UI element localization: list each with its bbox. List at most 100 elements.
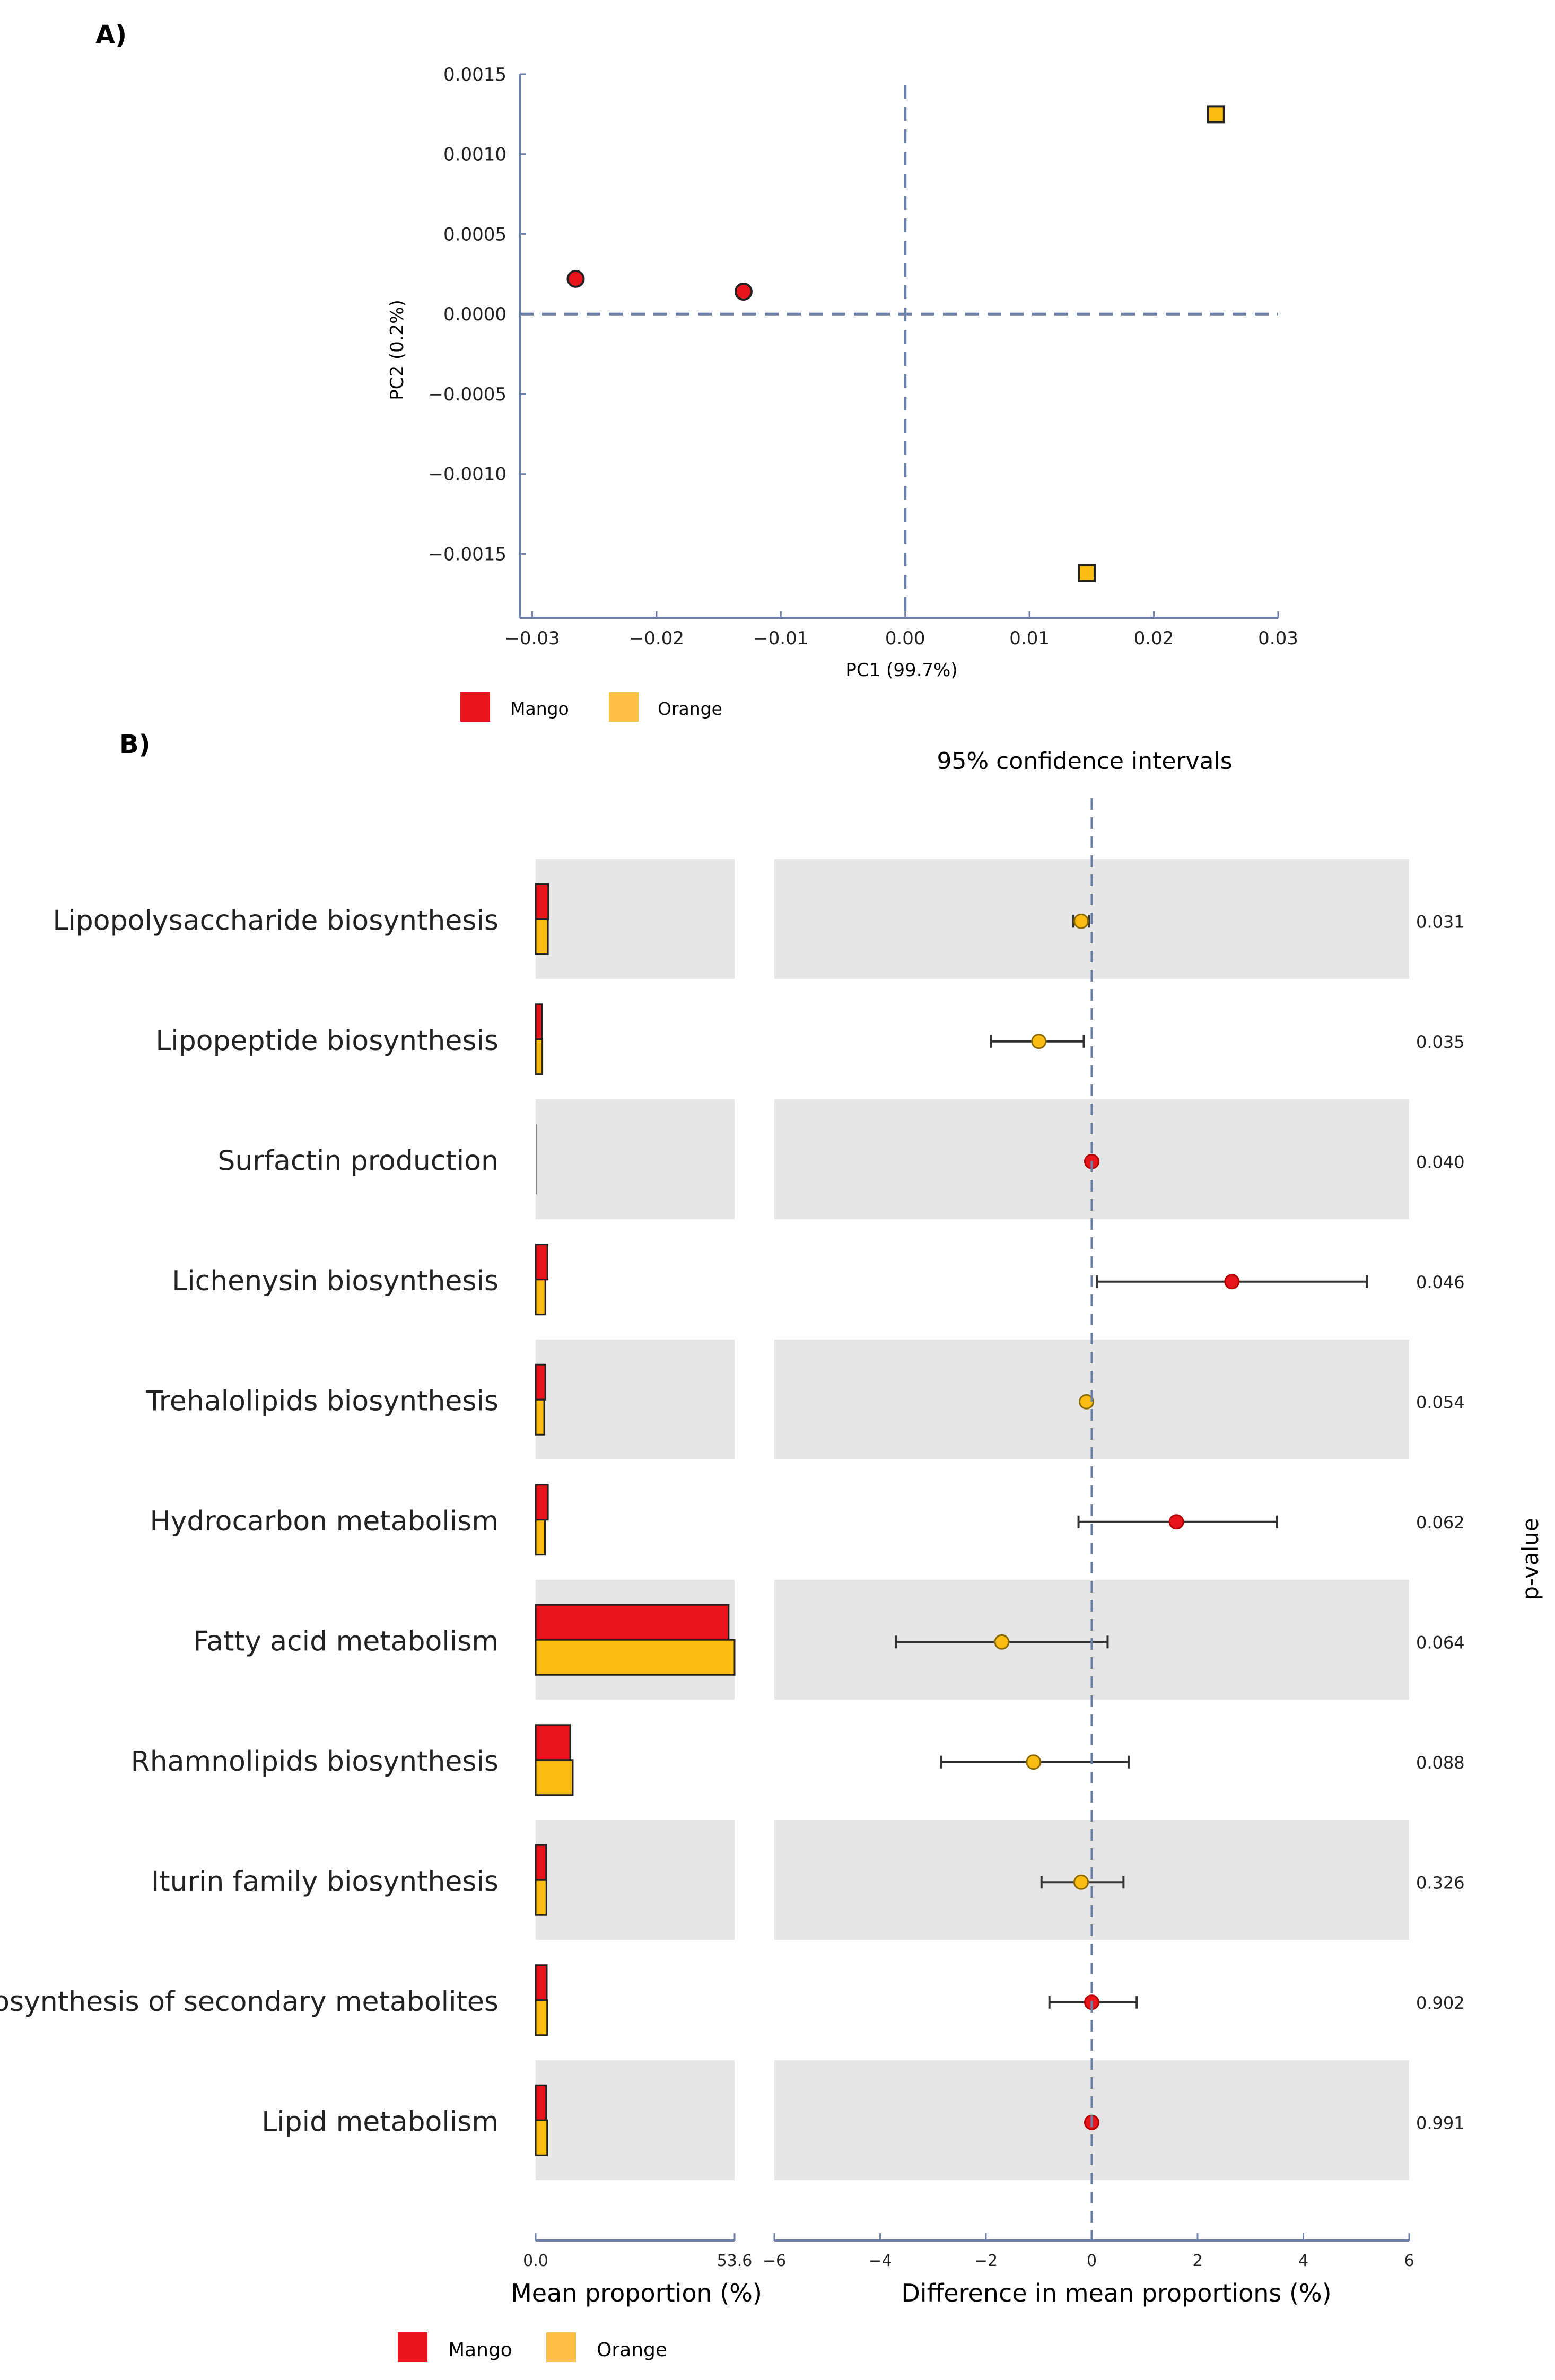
p-value-label: 0.064 bbox=[1416, 1632, 1465, 1652]
category-label: Lipid metabolism bbox=[261, 2106, 499, 2138]
diff-x-tick-label: 0 bbox=[1087, 2252, 1097, 2270]
p-value-label: 0.040 bbox=[1416, 1152, 1465, 1172]
pca-point-orange bbox=[1077, 564, 1096, 582]
bar-x-tick-label: 0.0 bbox=[523, 2252, 548, 2270]
p-value-label: 0.902 bbox=[1416, 1993, 1465, 2013]
pca-x-tick-label: 0.01 bbox=[1009, 628, 1050, 649]
difference-plot bbox=[895, 798, 1368, 2241]
difference-point bbox=[1168, 1514, 1184, 1530]
pca-x-tick-label: 0.00 bbox=[885, 628, 925, 649]
bar-orange bbox=[535, 1398, 545, 1436]
diff-x-tick-label: −4 bbox=[868, 2252, 892, 2270]
p-values: 0.031 0.035 0.040 0.046 0.054 0.062 0.064 0.088… bbox=[1416, 912, 1465, 2133]
category-label: Trehalolipids biosynthesis bbox=[146, 1385, 499, 1417]
pca-y-tick-label: −0.0010 bbox=[429, 464, 506, 485]
panel-b: B) 95% confidence intervals Lipopolysacc… bbox=[0, 730, 1543, 2362]
bar-mango bbox=[536, 1124, 537, 1160]
bar-orange bbox=[535, 1279, 546, 1316]
p-value-axis-label: p-value bbox=[1517, 1518, 1543, 1600]
pca-y-axis-label: PC2 (0.2%) bbox=[387, 300, 408, 400]
p-value-label: 0.054 bbox=[1416, 1392, 1465, 1412]
difference-point bbox=[1073, 913, 1089, 929]
bar-mango bbox=[535, 1964, 548, 2001]
diff-x-tick-label: 4 bbox=[1298, 2252, 1308, 2270]
bar-x-axis-label: Mean proportion (%) bbox=[511, 2279, 762, 2307]
p-value-label: 0.031 bbox=[1416, 912, 1465, 932]
mean-proportion-bars bbox=[535, 883, 736, 2156]
pca-x-tick-label: −0.03 bbox=[504, 628, 560, 649]
bar-orange bbox=[535, 2119, 548, 2156]
p-value-label: 0.991 bbox=[1416, 2113, 1465, 2133]
difference-point bbox=[1079, 1394, 1095, 1410]
bar-orange bbox=[535, 1759, 574, 1796]
bar-row-band bbox=[536, 2060, 735, 2180]
b-legend-orange-swatch bbox=[546, 2332, 576, 2362]
pca-y-tick-label: 0.0005 bbox=[443, 224, 506, 245]
bar-mango bbox=[535, 1724, 571, 1761]
bar-orange bbox=[535, 1639, 736, 1676]
panel-a: A) −0.03 −0.02 −0.01 0.00 0.01 0.02 0.03 0.0015… bbox=[95, 20, 1298, 722]
bar-row-band bbox=[536, 1820, 735, 1940]
bar-mango bbox=[535, 1844, 547, 1881]
p-value-label: 0.062 bbox=[1416, 1512, 1465, 1533]
category-label: Surfactin production bbox=[217, 1145, 499, 1177]
b-legend-mango-label: Mango bbox=[448, 2339, 512, 2361]
difference-point bbox=[1026, 1754, 1042, 1770]
pca-point-mango bbox=[734, 283, 753, 301]
pca-y-tick-label: −0.0015 bbox=[429, 544, 506, 565]
diff-x-tick-label: −6 bbox=[763, 2252, 786, 2270]
panel-b-label: B) bbox=[119, 730, 151, 759]
category-label: Rhamnolipids biosynthesis bbox=[131, 1746, 499, 1778]
bar-row-band bbox=[536, 1340, 735, 1459]
bar-mango bbox=[535, 1363, 546, 1401]
category-label: Hydrocarbon metabolism bbox=[150, 1506, 499, 1537]
bar-mango bbox=[535, 2084, 547, 2121]
category-label: Lipopeptide biosynthesis bbox=[155, 1025, 499, 1057]
pca-y-tick-label: 0.0015 bbox=[443, 64, 506, 85]
diff-x-tick-label: −2 bbox=[974, 2252, 998, 2270]
category-labels: Lipopolysaccharide biosynthesis Lipopepti… bbox=[0, 905, 499, 2138]
category-label: Fatty acid metabolism bbox=[193, 1625, 499, 1657]
bar-orange bbox=[536, 1159, 537, 1195]
bar-orange bbox=[535, 918, 549, 955]
difference-point bbox=[1073, 1874, 1089, 1890]
pca-x-tick-label: −0.01 bbox=[753, 628, 808, 649]
b-legend-mango-swatch bbox=[398, 2332, 427, 2362]
bar-mango bbox=[535, 1244, 548, 1281]
row-bands bbox=[536, 859, 1409, 2180]
pca-point-orange bbox=[1207, 105, 1225, 124]
b-legend-orange-label: Orange bbox=[597, 2339, 667, 2361]
category-label: Lichenysin biosynthesis bbox=[172, 1265, 499, 1297]
bar-orange bbox=[535, 1999, 548, 2036]
pca-y-tick-label: −0.0005 bbox=[429, 384, 506, 405]
bar-mango bbox=[535, 1003, 543, 1040]
pca-legend-mango-swatch bbox=[460, 692, 490, 722]
bar-row-band bbox=[536, 859, 735, 979]
pca-legend-orange-label: Orange bbox=[658, 698, 722, 719]
pca-legend-mango-label: Mango bbox=[510, 698, 569, 719]
diff-x-tick-label: 6 bbox=[1404, 2252, 1414, 2270]
bar-row-band bbox=[536, 1099, 735, 1219]
bar-orange bbox=[535, 1038, 544, 1075]
diff-x-tick-label: 2 bbox=[1192, 2252, 1202, 2270]
pca-point-mango bbox=[566, 269, 585, 288]
bar-orange bbox=[535, 1519, 546, 1556]
p-value-label: 0.046 bbox=[1416, 1272, 1465, 1292]
pca-legend: Mango Orange bbox=[460, 692, 722, 722]
pca-y-tick-label: 0.0000 bbox=[443, 304, 506, 325]
p-value-label: 0.088 bbox=[1416, 1753, 1465, 1773]
pca-x-tick-label: 0.03 bbox=[1258, 628, 1298, 649]
ci-title: 95% confidence intervals bbox=[937, 748, 1232, 775]
diff-x-axis-label: Difference in mean proportions (%) bbox=[901, 2279, 1331, 2307]
p-value-label: 0.326 bbox=[1416, 1872, 1465, 1893]
bar-orange bbox=[535, 1879, 547, 1916]
difference-point bbox=[994, 1634, 1010, 1650]
category-label: Biosynthesis of secondary metabolites bbox=[0, 1986, 499, 2018]
bar-x-tick-label: 53.6 bbox=[717, 2252, 753, 2270]
difference-point bbox=[1031, 1034, 1047, 1049]
pca-x-tick-label: −0.02 bbox=[629, 628, 684, 649]
bar-mango bbox=[535, 1484, 549, 1521]
pca-x-axis-label: PC1 (99.7%) bbox=[845, 660, 957, 681]
bar-mango bbox=[535, 883, 549, 920]
